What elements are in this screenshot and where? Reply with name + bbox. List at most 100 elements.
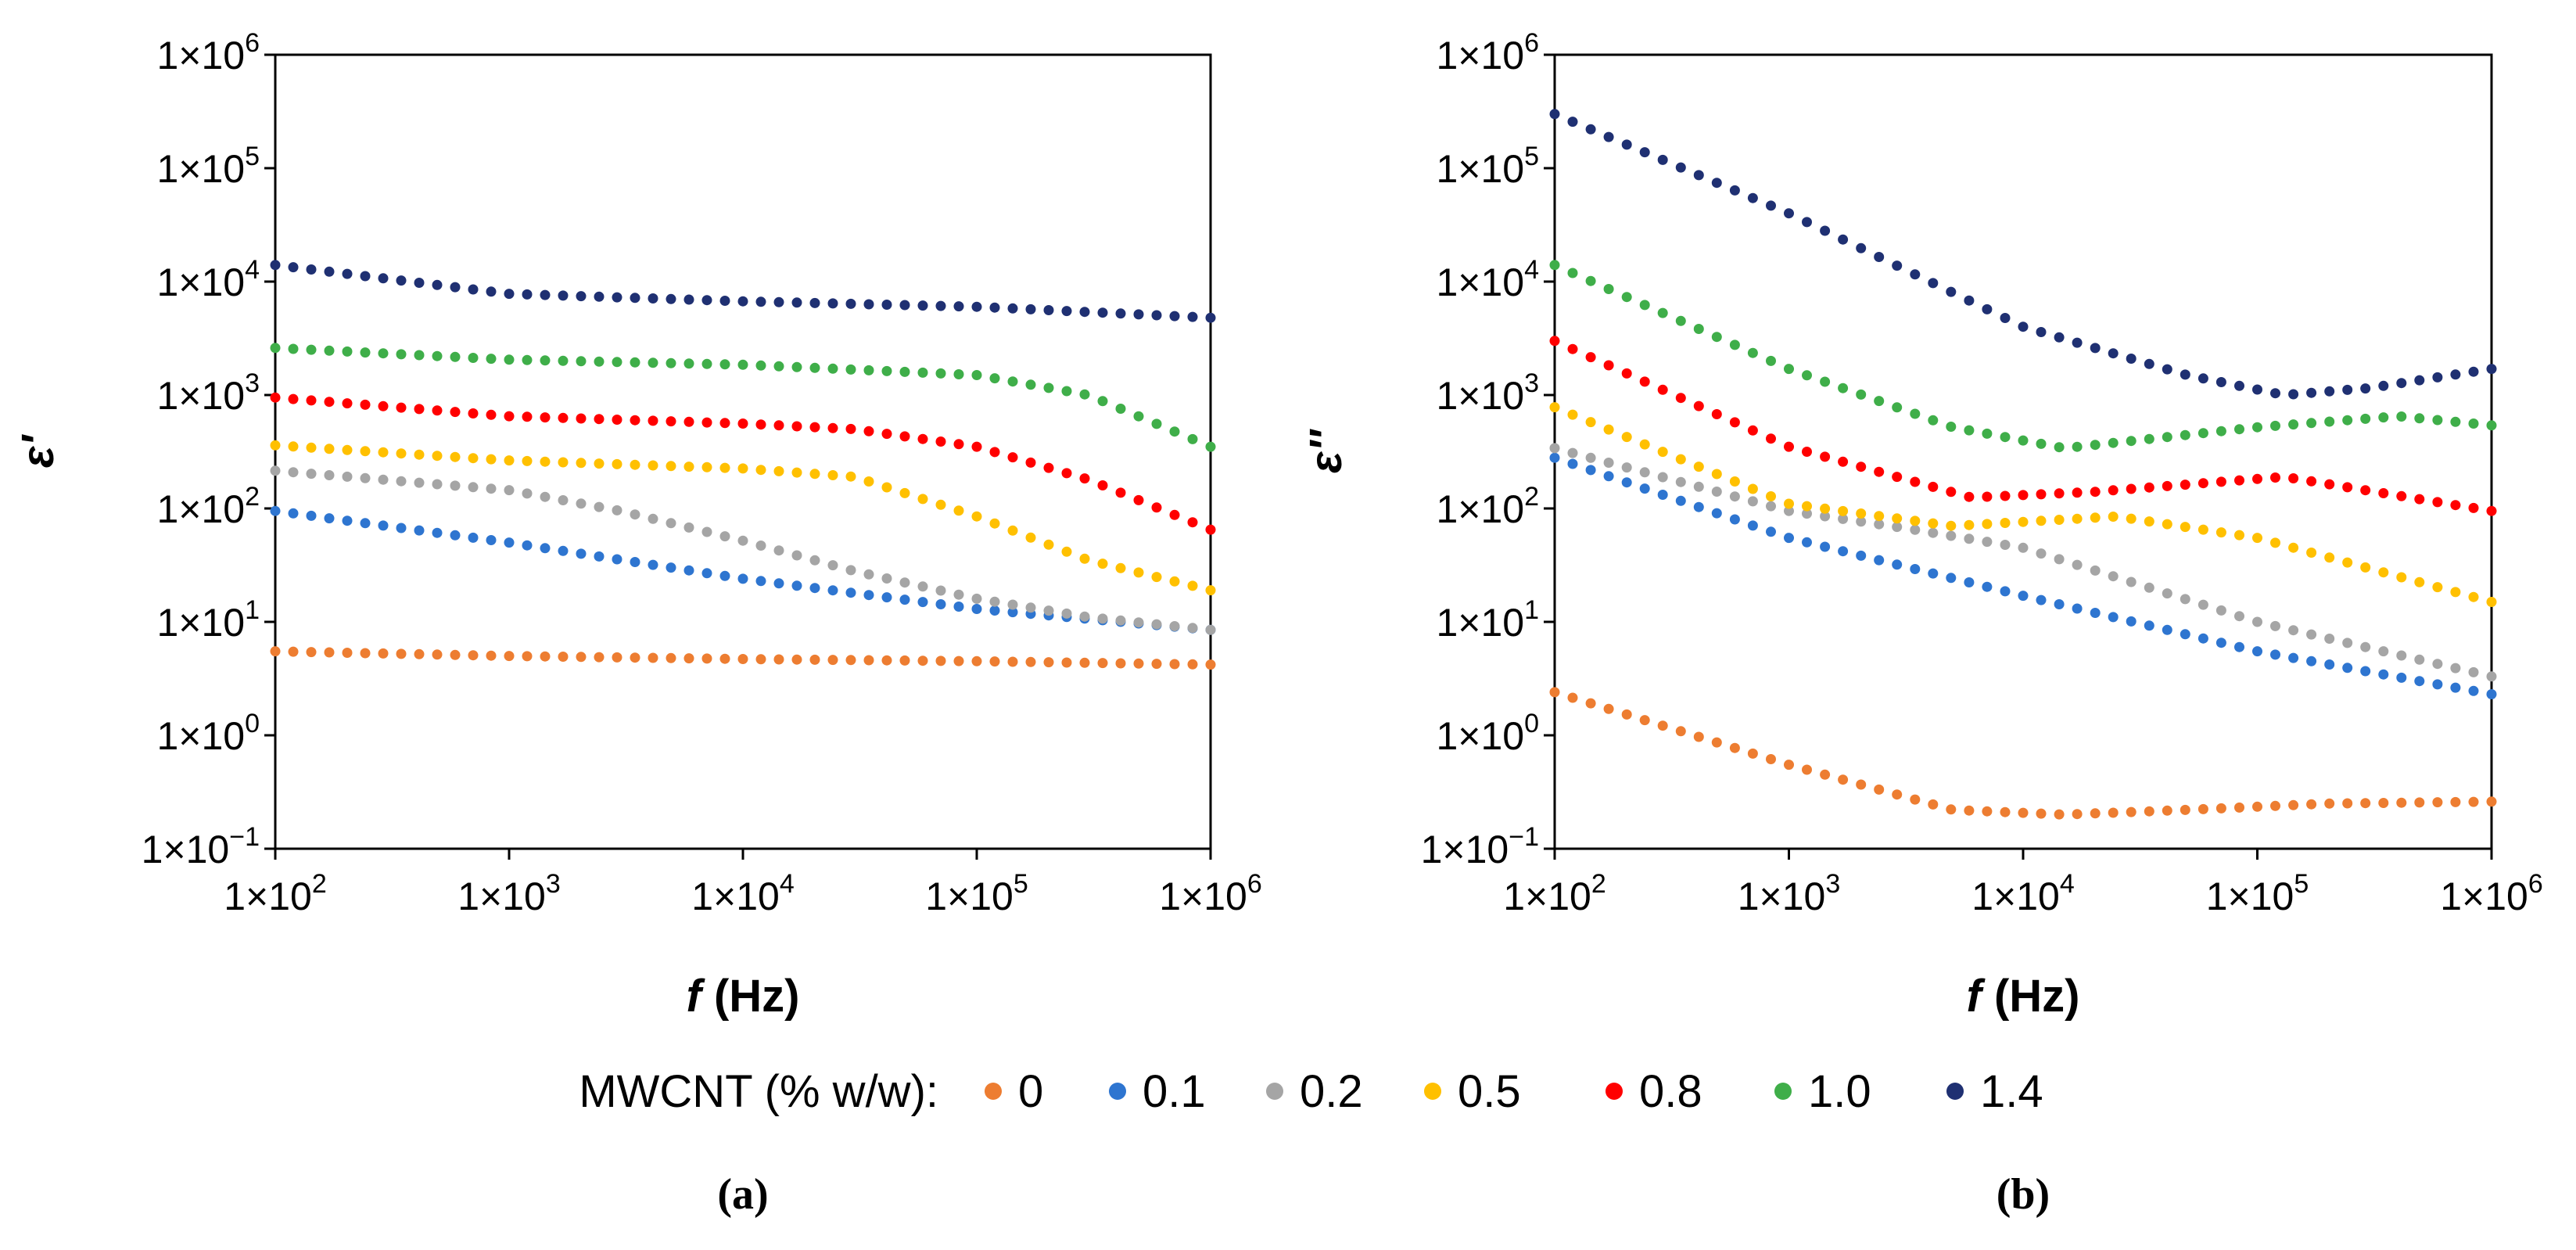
data-point [773,654,784,665]
data-point [2000,586,2011,597]
data-point [2036,438,2047,449]
data-point [1621,139,1632,150]
data-point [378,474,389,485]
series-0.2 [1549,443,2497,682]
data-point [2360,383,2371,394]
data-point [1151,572,1162,583]
data-point [755,465,766,476]
data-point [1151,310,1162,321]
data-point [342,444,353,455]
data-point [2324,552,2335,563]
data-point [2396,490,2407,501]
series-1.4 [1549,109,2497,400]
data-point [1621,368,1632,379]
data-point [1946,530,1957,541]
data-point [450,451,461,462]
data-point [1115,658,1126,669]
data-point [1603,131,1614,142]
data-point [701,653,712,664]
data-point [2162,432,2172,443]
data-point [845,655,856,666]
data-point [648,513,658,524]
data-point [1079,611,1090,622]
data-point [2000,540,2011,550]
data-point [1151,418,1162,429]
data-point [2144,516,2154,527]
data-point [1982,304,1993,314]
data-point [270,465,281,476]
data-point [1892,402,1903,413]
x-tick-label: 1×106 [2440,869,2543,918]
y-tick-label: 1×106 [1436,28,1539,77]
data-point [1747,748,1758,759]
data-point [2234,641,2244,652]
data-point [1657,154,1668,165]
data-point [1133,617,1144,628]
data-point [2450,416,2461,427]
data-point [971,593,982,604]
data-point [827,585,838,596]
data-point [1187,659,1198,670]
data-point [2000,432,2011,443]
data-point [2378,488,2389,498]
data-point [2036,548,2047,559]
data-point [540,456,551,467]
data-point [1187,517,1198,528]
data-point [1621,292,1632,303]
data-point [2054,599,2065,609]
data-point [2468,502,2479,513]
data-point [1657,447,1668,458]
data-point [1802,764,1812,775]
data-point [1043,305,1054,315]
data-point [863,569,874,580]
data-point [1982,519,1993,530]
legend-marker [1606,1083,1623,1100]
data-point [2234,611,2244,622]
panel-label: (b) [1997,1170,2050,1219]
data-point [414,350,425,361]
data-point [432,405,443,416]
data-point [1910,564,1921,574]
data-point [1838,774,1849,785]
data-point [2018,435,2029,446]
data-point [935,436,946,447]
data-point [989,302,1000,313]
data-point [306,395,317,406]
data-point [1169,509,1180,520]
data-point [1007,452,1018,463]
data-point [2252,646,2262,657]
data-point [360,271,371,282]
y-tick-label: 1×100 [156,709,260,758]
data-point [809,583,820,594]
data-point [1675,495,1686,506]
data-point [2144,358,2154,369]
data-point [504,289,515,300]
data-point [1784,441,1794,452]
data-point [2090,808,2101,819]
data-point [935,656,946,666]
data-point [1711,487,1722,497]
data-point [2324,386,2335,397]
data-point [1928,415,1939,426]
data-point [1097,307,1108,318]
panel-label: (a) [717,1170,768,1219]
data-point [2180,369,2190,380]
y-tick-label: 1×100 [1436,709,1539,758]
data-point [666,652,676,663]
data-point [648,460,658,471]
data-point [1892,559,1903,570]
data-point [522,651,533,662]
data-point [1766,526,1776,537]
data-point [2108,571,2119,582]
data-point [1838,505,1849,516]
data-point [1187,311,1198,322]
data-point [1693,170,1704,181]
data-point [827,655,838,666]
data-point [1838,456,1849,467]
y-tick-label: 1×106 [156,28,260,77]
data-point [1043,605,1054,616]
data-point [2180,429,2190,440]
data-point [2252,384,2262,395]
data-point [450,649,461,660]
data-point [1964,805,1975,816]
